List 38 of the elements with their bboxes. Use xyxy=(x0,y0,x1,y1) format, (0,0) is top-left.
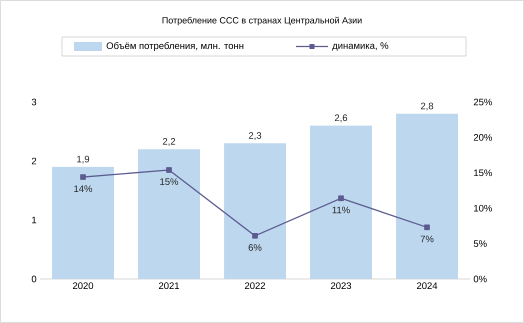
bar xyxy=(396,114,458,279)
legend-label: динамика, % xyxy=(332,42,388,51)
data-label: 2,3 xyxy=(248,132,262,140)
x-tick-label: 2021 xyxy=(158,282,180,290)
data-label: 2,2 xyxy=(162,138,176,146)
x-tick-label: 2022 xyxy=(244,282,266,290)
point xyxy=(252,232,258,239)
y2-tick-label: 5% xyxy=(474,240,487,247)
bar xyxy=(52,166,114,279)
data-label: 2,6 xyxy=(334,114,348,122)
data-label: 14% xyxy=(74,185,92,192)
y2-tick-label: 25% xyxy=(474,98,492,106)
point xyxy=(338,195,344,202)
y-tick-label: 0 xyxy=(32,276,36,282)
bar xyxy=(138,149,200,279)
point xyxy=(424,224,430,230)
y-tick-label: 2 xyxy=(32,158,36,164)
bar xyxy=(224,143,286,279)
y2-tick-label: 10% xyxy=(474,204,492,212)
legend-label: Объём потребления, млн. тонн xyxy=(106,42,244,51)
y2-tick-label: 0% xyxy=(474,276,487,282)
y-tick-label: 1 xyxy=(32,216,36,224)
x-tick-label: 2024 xyxy=(416,282,438,290)
data-label: 6% xyxy=(248,244,262,251)
data-label: 2,8 xyxy=(420,102,434,110)
data-label: 15% xyxy=(160,178,178,185)
point xyxy=(80,174,86,180)
x-tick-label: 2020 xyxy=(72,282,94,290)
point xyxy=(166,167,172,173)
data-label: 11% xyxy=(332,206,350,214)
data-label: 1,9 xyxy=(77,156,90,164)
x-tick-label: 2023 xyxy=(330,282,352,290)
y2-tick-label: 20% xyxy=(474,134,492,141)
y2-tick-label: 15% xyxy=(474,169,492,176)
data-label: 7% xyxy=(420,236,434,242)
chart-title: Потребление ССС в странах Центральной Азии xyxy=(162,16,362,26)
y-tick-label: 3 xyxy=(32,98,36,106)
bar xyxy=(310,126,372,279)
